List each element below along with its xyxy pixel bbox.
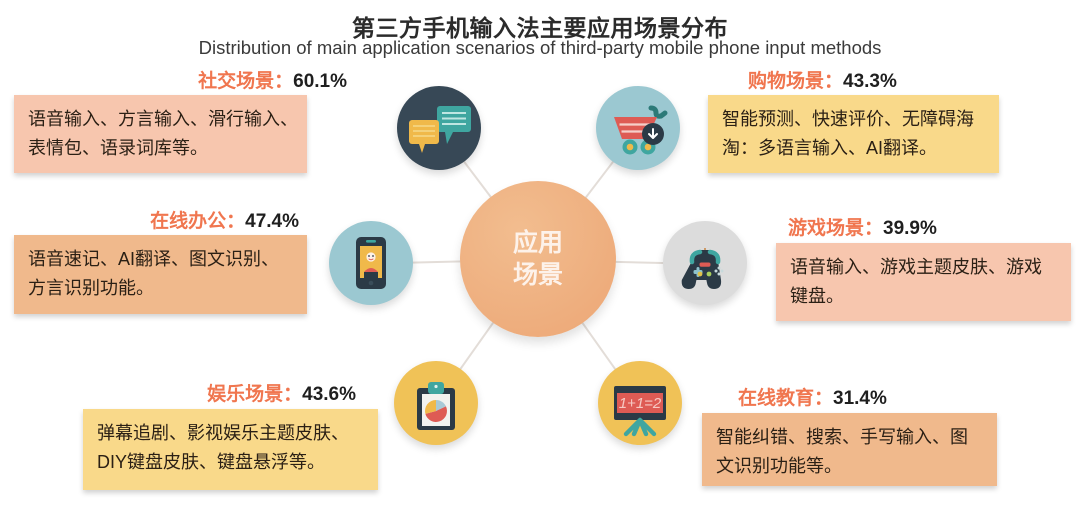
svg-text:1+1=2: 1+1=2 <box>619 395 662 412</box>
